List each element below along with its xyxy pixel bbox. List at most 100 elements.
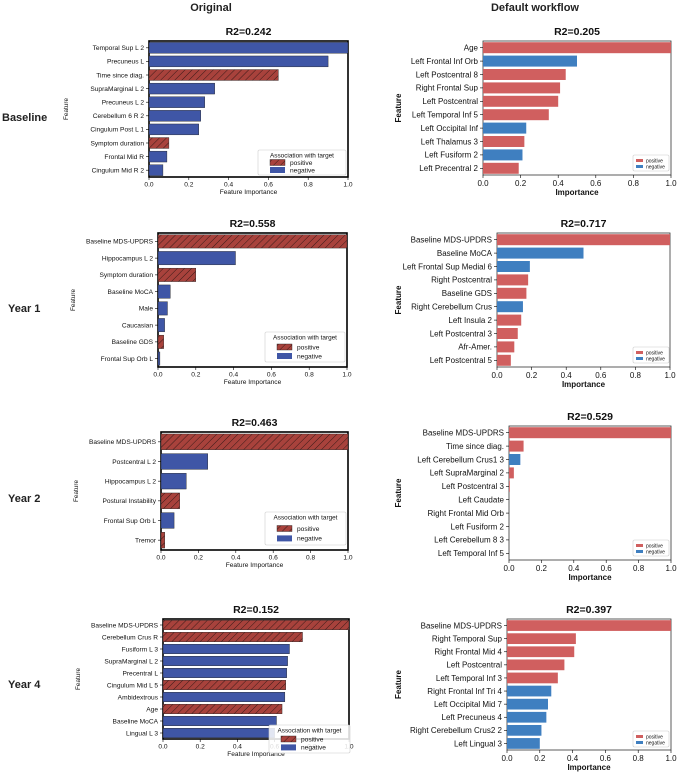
bar <box>483 69 566 80</box>
chart-def_year2: R2=0.529 Baseline MDS-UPDRS Time since dia… <box>394 411 677 582</box>
bar <box>509 480 510 492</box>
bar <box>497 328 518 339</box>
x-tick-label: 0.2 <box>534 754 546 763</box>
x-tick-label: 0.2 <box>536 564 548 573</box>
y-tick-label: Left Postcentral 3 <box>430 329 493 338</box>
bar <box>148 82 215 95</box>
y-tick-label: Left Postcentral 8 <box>416 70 479 79</box>
y-tick-label: Left Lingual 3 <box>454 739 503 748</box>
legend-label-negative: negative <box>646 356 665 362</box>
legend-swatch-negative <box>636 550 643 553</box>
x-tick-label: 0.0 <box>158 744 167 751</box>
bar <box>497 274 529 286</box>
bar <box>162 728 275 739</box>
y-tick-label: Frontal Mid R <box>104 154 144 161</box>
bar <box>507 672 558 684</box>
bar <box>507 711 547 723</box>
chart-def_year4: R2=0.397 Baseline MDS-UPDRS Right Temporal… <box>394 604 677 772</box>
y-tick-label: Baseline MoCA <box>437 249 493 258</box>
y-tick-label: Time since diag. <box>96 72 144 79</box>
bar <box>483 109 549 121</box>
bar <box>148 164 164 176</box>
bar <box>162 680 286 691</box>
y-axis-label: Feature <box>75 668 82 690</box>
bar <box>483 55 577 67</box>
x-tick-label: 0.4 <box>561 371 573 380</box>
x-axis-label: Importance <box>562 380 606 389</box>
y-tick-label: SupraMarginal L 2 <box>104 658 158 665</box>
y-tick-label: Tremor <box>135 537 157 544</box>
bar <box>160 433 349 450</box>
y-tick-label: Baseline MDS-UPDRS <box>89 439 157 446</box>
bar <box>157 234 348 249</box>
bar <box>507 698 548 710</box>
x-tick-label: 0.0 <box>477 179 489 188</box>
x-tick-label: 1.0 <box>343 182 352 189</box>
y-tick-label: Cingulum Post L 1 <box>90 127 144 134</box>
x-tick-label: 0.6 <box>590 179 602 188</box>
y-axis-label: Feature <box>394 285 403 314</box>
y-tick-label: Fusiform L 3 <box>122 646 159 653</box>
legend-label-positive: positive <box>646 734 663 740</box>
bar <box>157 284 171 299</box>
bar <box>483 122 527 134</box>
bar <box>507 685 552 697</box>
bar <box>148 69 279 81</box>
chart-title: R2=0.205 <box>554 26 600 38</box>
y-tick-label: Symptom duration <box>90 140 144 147</box>
y-tick-label: Left Occipital Inf <box>421 124 479 133</box>
chart-title: R2=0.152 <box>233 604 279 616</box>
y-tick-label: Postural Instability <box>102 498 156 505</box>
x-tick-label: 0.6 <box>600 754 612 763</box>
legend-swatch-negative <box>281 744 296 751</box>
bar <box>497 341 515 353</box>
y-tick-label: Left Frontal Inf Orb <box>411 57 479 66</box>
legend-swatch-negative <box>277 353 292 359</box>
y-tick-label: Left Postcentral <box>422 97 478 106</box>
y-tick-label: Cerebellum 6 R 2 <box>93 113 145 120</box>
legend-label-negative: negative <box>646 549 665 555</box>
y-tick-label: Male <box>139 306 154 313</box>
y-tick-label: Left Postcentral 3 <box>442 482 505 491</box>
legend-label-positive: positive <box>646 350 663 356</box>
bar <box>509 467 514 479</box>
y-tick-label: Temporal Sup L 2 <box>93 45 145 52</box>
bar <box>509 440 524 452</box>
y-tick-label: Left Thalamus 3 <box>421 137 479 146</box>
y-tick-label: Baseline GDS <box>112 339 154 346</box>
bar <box>497 261 530 272</box>
x-tick-label: 0.8 <box>305 372 314 379</box>
x-tick-label: 0.8 <box>633 754 645 763</box>
row-label-baseline: Baseline <box>2 112 47 124</box>
x-tick-label: 0.0 <box>491 371 503 380</box>
bar <box>162 668 287 679</box>
x-tick-label: 0.0 <box>153 372 162 379</box>
x-tick-label: 0.4 <box>553 179 565 188</box>
bar <box>162 632 303 643</box>
x-tick-label: 1.0 <box>343 555 352 562</box>
bar <box>148 150 168 163</box>
y-tick-label: Age <box>146 706 158 713</box>
y-tick-label: Cingulum Mid L 5 <box>107 682 158 689</box>
bar <box>483 42 671 54</box>
y-tick-label: Hippocampus L 2 <box>105 478 156 485</box>
legend-label-positive: positive <box>297 526 320 533</box>
chart-def_baseline: R2=0.205 Age Left Frontal Inf Orb Left Post… <box>394 26 677 197</box>
x-tick-label: 0.4 <box>224 182 233 189</box>
bar <box>483 149 523 161</box>
legend-label-negative: negative <box>301 745 326 752</box>
legend-swatch-negative <box>636 165 643 168</box>
chart-title: R2=0.463 <box>232 417 278 429</box>
legend-label-positive: positive <box>646 543 663 549</box>
y-tick-label: Baseline MDS-UPDRS <box>411 236 492 245</box>
y-tick-label: Right Frontal Sup <box>416 84 479 93</box>
bar <box>157 301 168 316</box>
y-tick-label: Left Cerebellum Crus1 3 <box>417 455 504 464</box>
bar <box>160 473 187 490</box>
x-tick-label: 0.4 <box>231 555 240 562</box>
bar <box>507 646 575 658</box>
